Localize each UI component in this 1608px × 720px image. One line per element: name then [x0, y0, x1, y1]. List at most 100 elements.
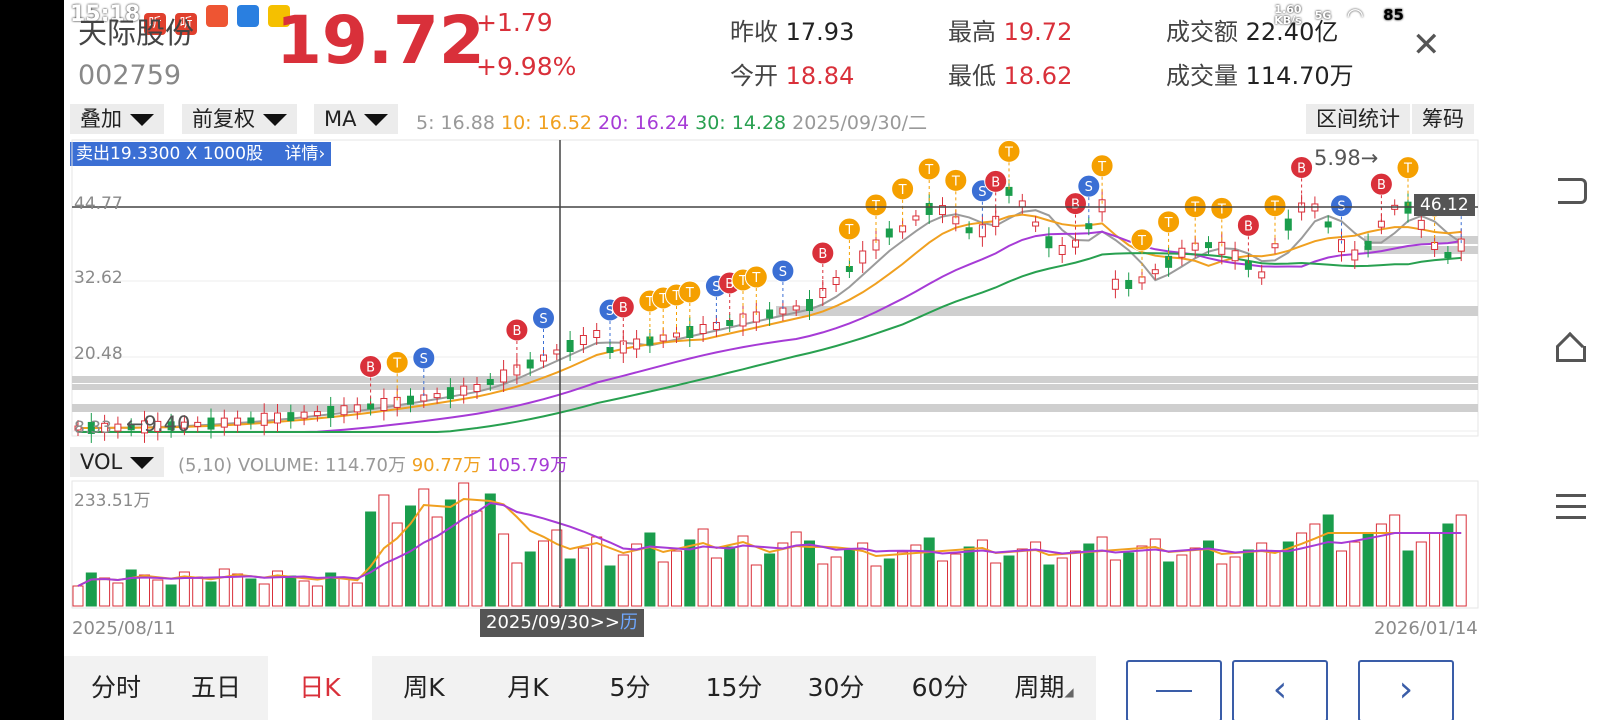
trade-marker-s: S: [1077, 174, 1101, 198]
tab-period[interactable]: 周期◢: [992, 656, 1096, 720]
volume-bar: [125, 569, 137, 607]
volume-bar: [471, 510, 483, 607]
volume-bar: [1309, 523, 1321, 607]
chip-band: [776, 306, 1478, 316]
candle-body: [194, 421, 202, 427]
high-value: 19.72: [1003, 18, 1073, 46]
status-right: 1.60 KB/s 5G ◠ 85: [1204, 3, 1410, 27]
trade-tip-text: 卖出19.3300 X 1000股: [76, 144, 264, 164]
candle-body: [353, 404, 361, 413]
candle-body: [1018, 200, 1026, 208]
candle-body: [180, 421, 188, 429]
trade-marker-t: T: [1130, 228, 1154, 252]
svg-text:S: S: [712, 280, 720, 295]
kline-chart[interactable]: BTSBSSBTTTTSBTTSBTTTTTSBTBSTTTTTBTBSBTTS: [64, 0, 1536, 620]
volume-bar: [484, 493, 496, 607]
candle-body: [566, 340, 574, 352]
candle-body: [274, 412, 281, 424]
volume-bar: [245, 578, 257, 607]
candle-body: [912, 215, 920, 221]
vol-dropdown[interactable]: VOL: [70, 447, 165, 477]
svg-text:S: S: [606, 304, 614, 319]
volume-bar: [684, 539, 696, 607]
back-icon[interactable]: [1558, 178, 1587, 204]
trade-marker-t: T: [1210, 196, 1234, 220]
candle-body: [154, 420, 162, 432]
candle-body: [925, 202, 933, 215]
calendar-link[interactable]: 历: [619, 612, 638, 633]
ma-line-3: [78, 252, 1462, 433]
tab-60min[interactable]: 60分: [911, 673, 969, 702]
candle-body: [473, 384, 481, 392]
candle-body: [74, 425, 82, 431]
trade-tip[interactable]: 卖出19.3300 X 1000股 详情›: [70, 142, 332, 166]
svg-text:T: T: [685, 286, 694, 301]
volume-bar: [777, 542, 789, 607]
price-change: +1.79: [476, 8, 553, 37]
volume-bar: [458, 482, 470, 607]
low-value: 18.62: [1003, 62, 1073, 90]
svg-text:T: T: [1403, 162, 1412, 177]
volume-bar: [285, 575, 297, 607]
tab-daily-k[interactable]: 日K: [268, 656, 372, 720]
adjust-dropdown[interactable]: 前复权: [182, 104, 297, 134]
trade-detail-link[interactable]: 详情: [284, 144, 319, 164]
ma-dropdown[interactable]: MA: [314, 104, 399, 134]
stock-kline-screen: 15:18 听 听 1.60 KB/s 5G ◠ 85 天际股份 002759 …: [64, 0, 1536, 720]
adjust-label: 前复权: [192, 107, 255, 131]
scroll-left-button[interactable]: ‹: [1232, 660, 1328, 720]
close-icon[interactable]: ✕: [1412, 25, 1441, 65]
dnd-icon: [1239, 4, 1262, 26]
trade-marker-t: T: [944, 168, 968, 192]
candle-body: [633, 338, 641, 350]
svg-text:T: T: [1137, 234, 1146, 249]
volume-bar: [804, 540, 815, 607]
volume-bar: [830, 556, 842, 607]
tab-monthly-k[interactable]: 月K: [507, 673, 549, 702]
candle-body: [340, 405, 348, 416]
candle-body: [260, 412, 268, 426]
trade-marker-t: T: [1090, 154, 1114, 178]
volume-bar: [139, 574, 150, 607]
volume-bar: [1109, 559, 1121, 607]
volume-bar: [897, 551, 909, 607]
trade-marker-s: S: [771, 259, 795, 283]
app-icon-plane: [206, 5, 229, 27]
scroll-right-button[interactable]: ›: [1358, 660, 1454, 720]
tab-weekly-k[interactable]: 周K: [403, 673, 445, 702]
tab-5min[interactable]: 5分: [609, 673, 651, 702]
volume-bar: [764, 553, 776, 607]
candle-body: [207, 417, 215, 430]
svg-text:B: B: [1244, 219, 1253, 234]
candle-body: [1444, 251, 1452, 258]
volume-bar: [1362, 532, 1374, 607]
volume-bar: [1203, 540, 1214, 607]
overlay-dropdown[interactable]: 叠加: [70, 104, 164, 134]
cursor-date-tag[interactable]: 2025/09/30>>历: [480, 609, 644, 637]
zoom-out-button[interactable]: [1126, 660, 1222, 720]
tab-five-day[interactable]: 五日: [190, 673, 241, 702]
svg-text:T: T: [645, 295, 654, 310]
volume-bar: [617, 554, 629, 607]
open-value: 18.84: [785, 62, 855, 90]
trade-marker-t: T: [837, 217, 861, 241]
candle-body: [313, 411, 321, 417]
home-icon[interactable]: [1555, 331, 1586, 362]
svg-text:T: T: [751, 271, 760, 286]
volume-bar: [976, 539, 988, 607]
svg-text:T: T: [1217, 202, 1226, 217]
vol-label: VOL: [80, 450, 123, 474]
tab-minute[interactable]: 分时: [90, 673, 141, 702]
trade-marker-s: S: [1330, 194, 1353, 218]
tab-15min[interactable]: 15分: [705, 673, 763, 702]
interval-stats-button[interactable]: 区间统计: [1306, 104, 1410, 134]
menu-icon[interactable]: [1556, 494, 1586, 519]
tab-30min[interactable]: 30分: [807, 673, 865, 702]
candle-body: [579, 335, 587, 345]
minus-icon: [1156, 690, 1192, 692]
svg-text:B: B: [1377, 178, 1386, 193]
trade-marker-b: B: [1236, 213, 1260, 237]
candle-body: [766, 309, 774, 319]
chips-button[interactable]: 筹码: [1412, 104, 1474, 134]
volume-bar: [1349, 541, 1361, 607]
